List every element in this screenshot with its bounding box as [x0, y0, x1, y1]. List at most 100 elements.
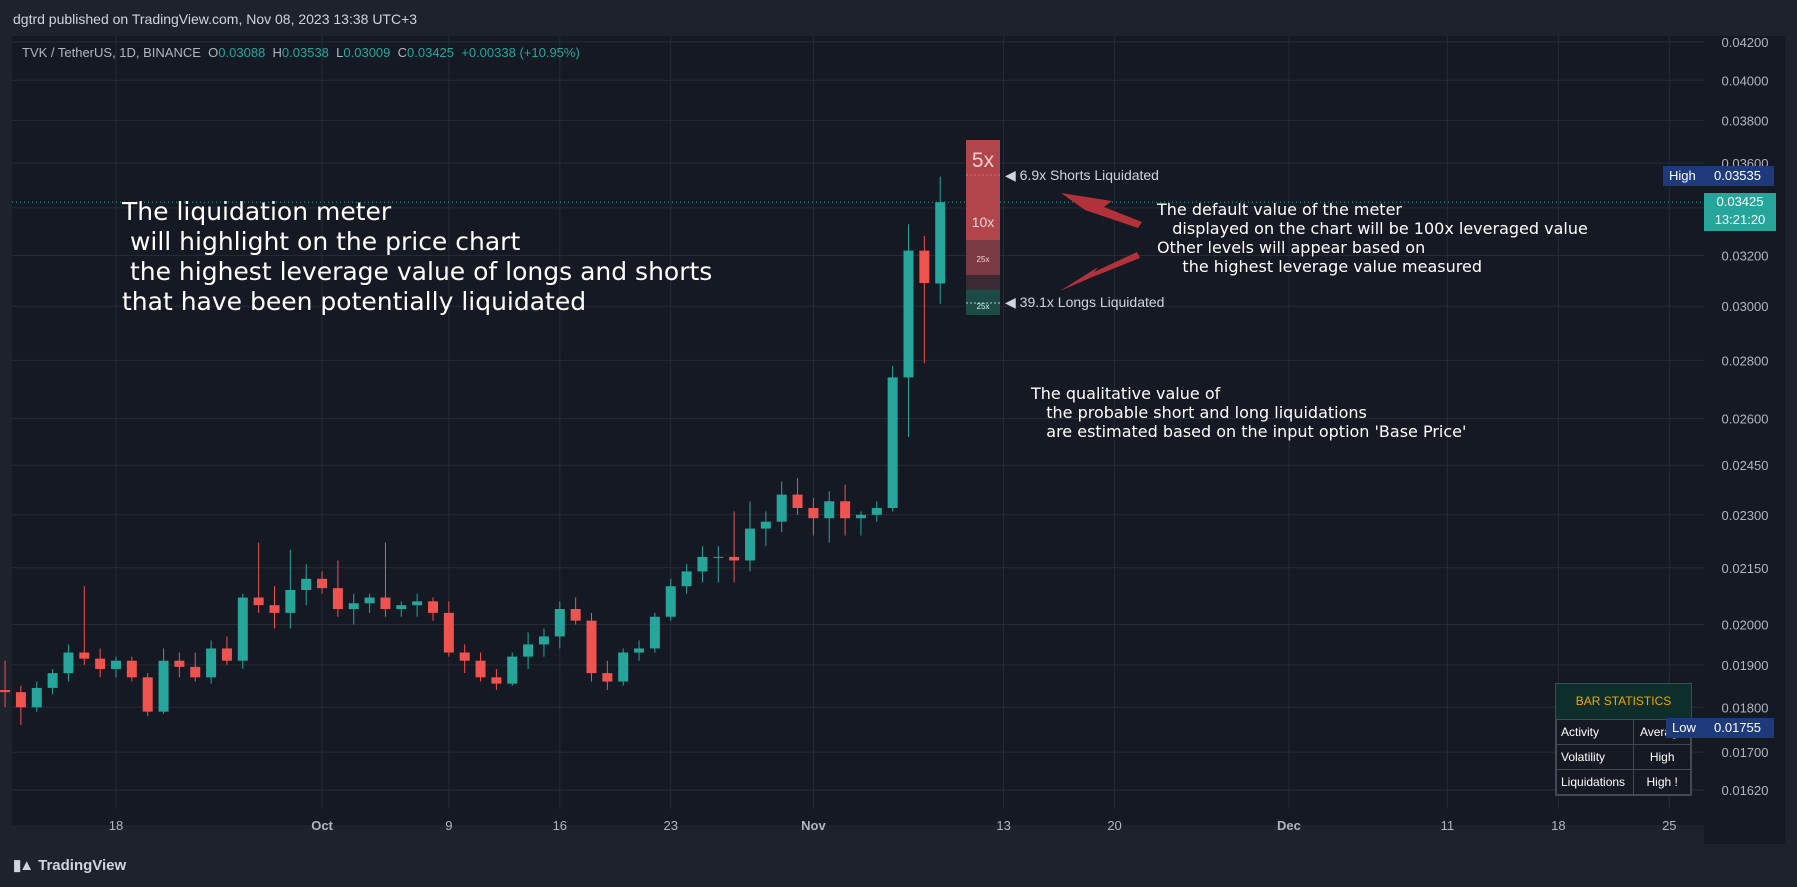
candle [79, 586, 90, 665]
tradingview-brand[interactable]: ▮▲ TradingView [13, 856, 127, 875]
candle [919, 236, 930, 364]
candle [507, 652, 518, 686]
y-tick-label: 0.02300 [1722, 508, 1769, 523]
high-value: 0.03538 [281, 45, 329, 60]
candle-body [808, 508, 819, 519]
y-tick-label: 0.04000 [1722, 73, 1769, 88]
candle [412, 593, 423, 617]
candle [443, 601, 454, 657]
candle [634, 640, 645, 661]
high-label: H [272, 45, 282, 60]
candle-body [491, 677, 502, 684]
candle-body [285, 589, 296, 613]
candle-body [364, 597, 375, 604]
main-annotation: The liquidation meter will highlight on … [122, 197, 713, 316]
candle-body [570, 608, 581, 621]
y-tick-label: 0.01800 [1722, 700, 1769, 715]
meter-mid-label: 10x [972, 214, 995, 230]
y-tick-label: 0.03200 [1722, 249, 1769, 264]
x-tick-label: 18 [1551, 818, 1565, 833]
low-tag-label: Low [1672, 720, 1696, 735]
candle [523, 632, 534, 669]
y-tick-label: 0.04200 [1722, 35, 1769, 50]
candle [618, 648, 629, 686]
candle-body [840, 501, 851, 519]
candle-body [602, 673, 613, 682]
candle-body [538, 636, 549, 645]
candle-body [459, 652, 470, 661]
x-tick-label: 20 [1107, 818, 1121, 833]
shorts-liquidated-label: ◀ 6.9x Shorts Liquidated [1005, 167, 1159, 183]
candle-body [903, 250, 914, 378]
candle-body [348, 603, 359, 609]
x-tick-label: 18 [109, 818, 123, 833]
candle-body [792, 494, 803, 509]
candle [665, 578, 676, 621]
candle [0, 660, 11, 708]
candle-body [63, 652, 74, 674]
candle [221, 636, 232, 665]
candle-body [142, 677, 153, 712]
chart-pane[interactable] [12, 36, 1704, 825]
stat-label: Volatility [1555, 744, 1635, 770]
candle [285, 549, 296, 629]
meter-dark-zone [966, 275, 1000, 290]
candle-body [729, 556, 740, 561]
candle-body [634, 648, 645, 653]
candle [538, 628, 549, 657]
open-value: 0.03088 [218, 45, 266, 60]
candle [63, 644, 74, 682]
low-tag: Low 0.01755 [1666, 718, 1774, 738]
longs-liquidated-label: ◀ 39.1x Longs Liquidated [1005, 294, 1164, 310]
stat-value: High ! [1633, 769, 1691, 795]
candle [142, 673, 153, 717]
candle-body [15, 692, 26, 708]
candle-body [317, 578, 328, 589]
candle [697, 546, 708, 583]
candle [237, 593, 248, 669]
candle-body [855, 514, 866, 519]
table-row: Liquidations High ! [1555, 769, 1691, 795]
candle [31, 681, 42, 712]
candle [824, 491, 835, 543]
arrow-to-longs [1060, 252, 1140, 291]
meter-small-label-2: 25x [977, 302, 990, 311]
high-tag-value: 0.03535 [1714, 168, 1761, 183]
candle [15, 685, 26, 725]
x-tick-label: Dec [1277, 818, 1301, 833]
candle [935, 176, 946, 304]
candle-body [776, 494, 787, 522]
candle [713, 546, 724, 583]
candle [364, 593, 375, 613]
high-tag-label: High [1669, 168, 1696, 183]
candle-body [0, 690, 11, 693]
x-tick-label: 23 [664, 818, 678, 833]
candle-body [47, 673, 58, 688]
candle [649, 612, 660, 653]
candle-body [301, 578, 312, 590]
y-tick-label: 0.03000 [1722, 299, 1769, 314]
symbol-title[interactable]: TVK / TetherUS, 1D, BINANCE [22, 45, 201, 60]
candle [840, 484, 851, 536]
ohlc-legend: TVK / TetherUS, 1D, BINANCE O0.03088 H0.… [22, 45, 580, 60]
table-row: Volatility High [1555, 744, 1691, 770]
candle-body [919, 250, 930, 283]
y-tick-label: 0.02000 [1722, 618, 1769, 633]
x-tick-label: 25 [1662, 818, 1676, 833]
candle-body [713, 556, 724, 558]
close-label: C [397, 45, 408, 60]
x-tick-label: 11 [1441, 818, 1455, 833]
candle-body [174, 660, 185, 667]
candle [729, 511, 740, 583]
candle [491, 668, 502, 691]
candle [760, 511, 771, 547]
brand-text: TradingView [38, 856, 127, 874]
candle-body [618, 652, 629, 682]
candle [396, 601, 407, 617]
meter-top-label: 5x [972, 149, 995, 172]
candle-body [190, 666, 201, 678]
candle [586, 612, 597, 682]
change-value: +0.00338 (+10.95%) [461, 45, 580, 60]
publish-bar: dgtrd published on TradingView.com, Nov … [0, 0, 1797, 36]
